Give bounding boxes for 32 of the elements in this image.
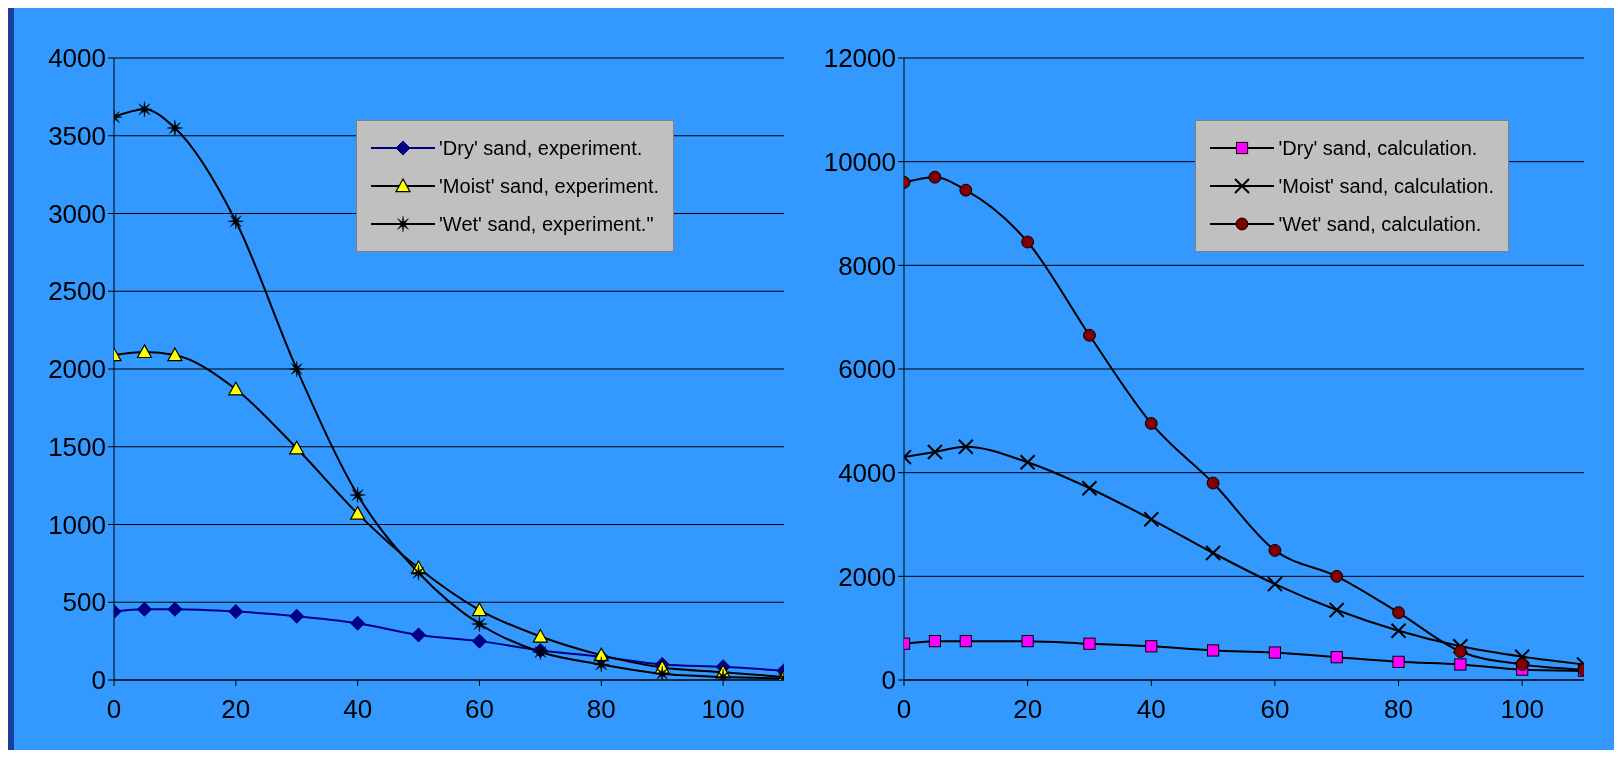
y-tick-label: 12000 bbox=[823, 43, 896, 74]
y-tick-label: 0 bbox=[881, 665, 896, 696]
x-tick-label: 40 bbox=[343, 694, 373, 725]
y-tick-label: 3000 bbox=[48, 198, 106, 229]
y-tick-label: 8000 bbox=[838, 250, 896, 281]
x-tick-label: 80 bbox=[586, 694, 616, 725]
y-tick-label: 1500 bbox=[48, 431, 106, 462]
x-tick-label: 80 bbox=[1384, 694, 1414, 725]
x-tick-label: 20 bbox=[221, 694, 251, 725]
y-tick-label: 4000 bbox=[838, 457, 896, 488]
y-tick-label: 2000 bbox=[838, 561, 896, 592]
x-tick-label: 40 bbox=[1136, 694, 1166, 725]
x-tick-label: 100 bbox=[1500, 694, 1544, 725]
x-tick-label: 60 bbox=[464, 694, 494, 725]
legend-label: 'Moist' sand, calculation. bbox=[1278, 174, 1494, 198]
x-tick-label: 60 bbox=[1260, 694, 1290, 725]
y-tick-label: 2500 bbox=[48, 276, 106, 307]
legend-label: 'Dry' sand, calculation. bbox=[1278, 136, 1478, 160]
legend-label: 'Wet' sand, experiment." bbox=[439, 212, 654, 236]
x-tick-label: 20 bbox=[1013, 694, 1043, 725]
y-tick-label: 1000 bbox=[48, 509, 106, 540]
legend-label: 'Wet' sand, calculation. bbox=[1278, 212, 1482, 236]
legend-label: 'Dry' sand, experiment. bbox=[439, 136, 643, 160]
y-tick-label: 2000 bbox=[48, 354, 106, 385]
y-tick-label: 6000 bbox=[838, 354, 896, 385]
y-tick-label: 10000 bbox=[823, 146, 896, 177]
x-tick-label: 100 bbox=[701, 694, 745, 725]
y-tick-label: 4000 bbox=[48, 43, 106, 74]
y-tick-label: 3500 bbox=[48, 120, 106, 151]
y-tick-label: 500 bbox=[62, 587, 106, 618]
legend-label: 'Moist' sand, experiment. bbox=[439, 174, 659, 198]
y-tick-label: 0 bbox=[91, 665, 106, 696]
